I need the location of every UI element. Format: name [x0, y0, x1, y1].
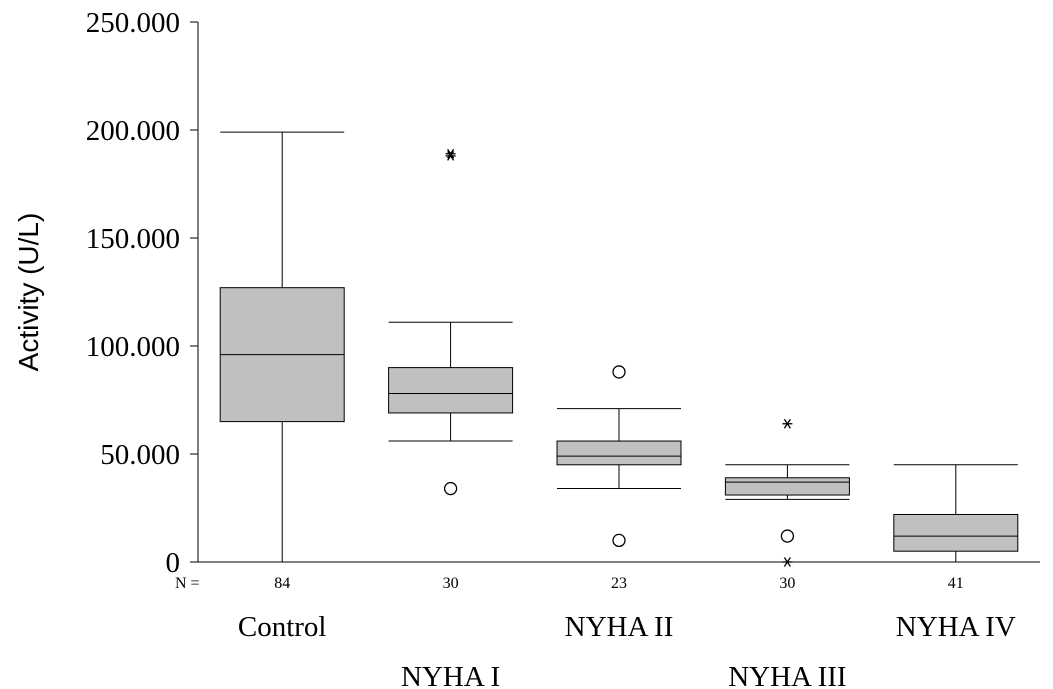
y-axis-label: Activity (U/L) [13, 213, 44, 372]
box-group [724, 418, 850, 567]
box-group [556, 365, 682, 548]
category-label: Control [238, 611, 327, 643]
box-iqr [388, 367, 514, 414]
y-tick-label: 250.000 [86, 7, 180, 39]
n-count-label: 84 [274, 575, 290, 592]
y-tick-label: 50.000 [100, 439, 180, 471]
y-tick-label: 0 [166, 547, 181, 579]
outlier-marker [612, 365, 626, 379]
n-count-label: 30 [443, 575, 459, 592]
box-iqr [893, 513, 1019, 552]
x-axis-labels: N = 84 30 23 30 41 Control NYHA I NYHA II NYHA II… [175, 575, 1016, 689]
box-group [388, 148, 514, 496]
category-label: NYHA III [728, 661, 846, 689]
extreme-marker [445, 151, 456, 161]
n-prefix-label: N = [175, 575, 200, 592]
box-iqr [556, 440, 682, 466]
outlier-marker [780, 529, 795, 543]
extreme-marker [445, 148, 456, 159]
box-group [893, 464, 1019, 563]
n-count-label: 23 [611, 575, 627, 592]
box-iqr [724, 477, 850, 496]
y-tick-label: 100.000 [86, 331, 180, 363]
category-label: NYHA IV [896, 611, 1016, 643]
extreme-marker [782, 418, 793, 429]
box-group [219, 131, 345, 563]
n-count-label: 41 [948, 575, 964, 592]
n-count-label: 30 [779, 575, 795, 592]
y-tick-label: 200.000 [86, 115, 180, 147]
category-label: NYHA II [565, 611, 674, 643]
category-label: NYHA I [401, 661, 500, 689]
y-axis-ticks: 0 50.000 100.000 150.000 200.000 250.000 [86, 7, 198, 579]
box-plots [219, 131, 1019, 567]
y-tick-label: 150.000 [86, 223, 180, 255]
outlier-marker [612, 533, 626, 548]
outlier-marker [443, 481, 458, 496]
extreme-marker [782, 557, 793, 567]
